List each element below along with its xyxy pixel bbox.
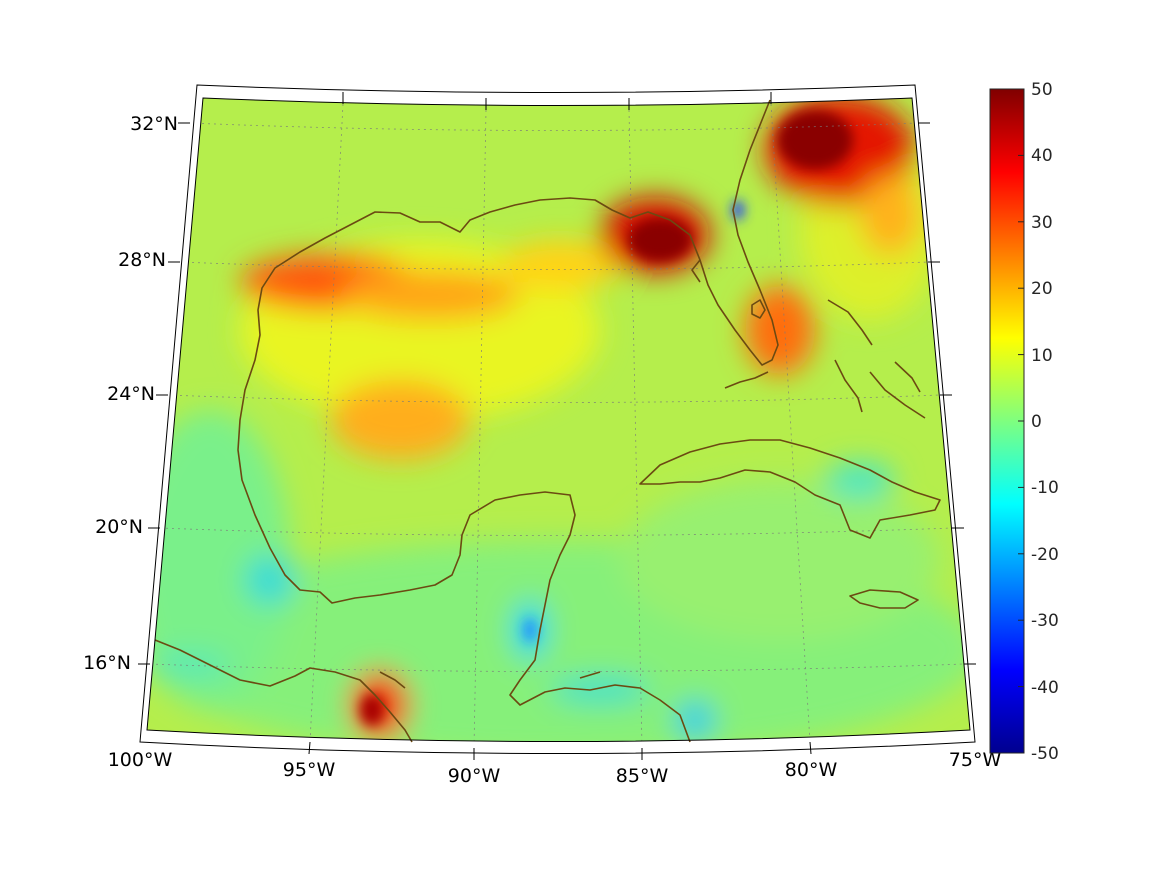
cb-label: 10 bbox=[1031, 346, 1053, 366]
grid-lon-90 bbox=[473, 109, 487, 742]
grid-lon-80 bbox=[770, 103, 811, 742]
coast-bahamas-1 bbox=[827, 299, 873, 346]
coast-central-america bbox=[154, 639, 413, 743]
cb-label: -30 bbox=[1031, 611, 1059, 631]
heat-red-atl-edge bbox=[860, 175, 920, 255]
coast-lake-okeechobee bbox=[751, 299, 766, 319]
coast-keys bbox=[724, 371, 769, 389]
grid-lat-16 bbox=[149, 663, 965, 672]
heat-cyan-honduras bbox=[550, 676, 650, 704]
lon-label: 90°W bbox=[448, 765, 501, 787]
lat-label: 28°N bbox=[118, 249, 166, 271]
tick-bottom-95 bbox=[308, 741, 311, 755]
lon-labels: 100°W 95°W 90°W 85°W 80°W 75°W bbox=[108, 749, 1002, 787]
lat-labels: 32°N 28°N 24°N 20°N 16°N bbox=[83, 113, 178, 674]
heat-cyan-cuba bbox=[825, 462, 895, 498]
heat-cyan-bay bbox=[245, 555, 295, 605]
coast-gulf-mexico bbox=[237, 99, 779, 743]
heat-dark-fl bbox=[628, 218, 692, 262]
lon-label: 100°W bbox=[108, 749, 173, 771]
cb-label: 40 bbox=[1031, 146, 1053, 166]
coast-cuba bbox=[639, 439, 941, 539]
heat-cyan-pacific bbox=[150, 653, 230, 677]
map-frame bbox=[139, 84, 976, 754]
lon-label: 95°W bbox=[283, 759, 336, 781]
heat-red-fl-south bbox=[745, 285, 815, 375]
lat-label: 24°N bbox=[107, 383, 155, 405]
heat-orange-central bbox=[330, 380, 470, 460]
frame-ticks bbox=[138, 92, 976, 760]
heat-dark-pac bbox=[360, 694, 384, 726]
cb-label: 50 bbox=[1031, 80, 1053, 100]
lat-label: 20°N bbox=[95, 516, 143, 538]
heat-green-carib bbox=[620, 480, 940, 640]
coast-bahamas-4 bbox=[894, 361, 921, 393]
lon-label: 75°W bbox=[949, 749, 1002, 771]
grid-lon-95 bbox=[309, 103, 344, 742]
coast-honduras-islands bbox=[579, 671, 601, 679]
heat-orange-band bbox=[340, 270, 520, 320]
cb-label: 30 bbox=[1031, 213, 1053, 233]
heatmap-field bbox=[147, 98, 970, 742]
heat-dark-atl bbox=[777, 110, 853, 170]
cb-label: 0 bbox=[1031, 412, 1042, 432]
lon-label: 80°W bbox=[785, 759, 838, 781]
heat-orange-mid bbox=[500, 240, 620, 290]
coastlines bbox=[154, 99, 941, 743]
frame-outer bbox=[139, 84, 976, 754]
heat-blue-yuc bbox=[524, 618, 536, 642]
cb-label: 20 bbox=[1031, 279, 1053, 299]
graticule bbox=[149, 103, 965, 742]
lat-label: 16°N bbox=[83, 652, 131, 674]
coast-pacific-river bbox=[379, 671, 406, 689]
grid-lat-32 bbox=[189, 122, 919, 131]
lat-label: 32°N bbox=[130, 113, 178, 135]
heat-green-west bbox=[147, 410, 290, 710]
grid-lon-85 bbox=[628, 109, 643, 742]
colorbar: 50 40 30 20 10 0 -10 -20 -30 -40 -50 bbox=[989, 80, 1059, 764]
cb-label: -40 bbox=[1031, 678, 1059, 698]
coast-jamaica bbox=[849, 589, 919, 609]
colorbar-labels: 50 40 30 20 10 0 -10 -20 -30 -40 -50 bbox=[1031, 80, 1059, 764]
frame-inner bbox=[146, 97, 971, 742]
coast-tampa bbox=[691, 259, 701, 283]
colorbar-ticks bbox=[1018, 88, 1024, 754]
lon-label: 85°W bbox=[616, 765, 669, 787]
heat-blue-fl bbox=[732, 200, 744, 220]
cb-label: -20 bbox=[1031, 545, 1059, 565]
cb-label: -50 bbox=[1031, 744, 1059, 764]
coast-bahamas-3 bbox=[869, 371, 926, 419]
tick-bottom-80 bbox=[809, 741, 812, 755]
cb-label: -10 bbox=[1031, 478, 1059, 498]
grid-lat-20 bbox=[159, 527, 953, 536]
coast-bahamas-2 bbox=[834, 359, 863, 413]
